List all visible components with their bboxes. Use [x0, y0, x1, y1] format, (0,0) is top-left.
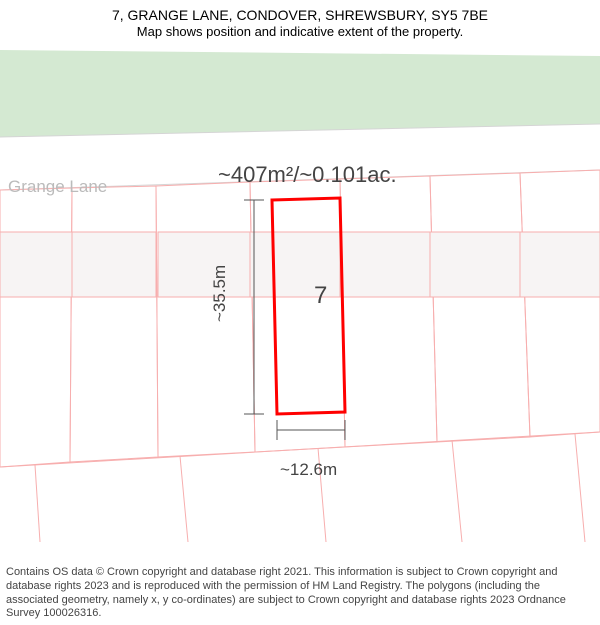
- address-title: 7, GRANGE LANE, CONDOVER, SHREWSBURY, SY…: [0, 6, 600, 24]
- area-measurement: ~407m²/~0.101ac.: [218, 162, 397, 188]
- subtitle: Map shows position and indicative extent…: [0, 24, 600, 41]
- height-dimension: ~35.5m: [210, 265, 230, 322]
- plot-number: 7: [314, 282, 327, 310]
- header: 7, GRANGE LANE, CONDOVER, SHREWSBURY, SY…: [0, 0, 600, 41]
- width-dimension: ~12.6m: [280, 460, 337, 480]
- map-area: Grange Lane ~407m²/~0.101ac. 7 ~35.5m ~1…: [0, 42, 600, 542]
- street-label: Grange Lane: [8, 177, 107, 197]
- page-container: 7, GRANGE LANE, CONDOVER, SHREWSBURY, SY…: [0, 0, 600, 625]
- copyright-footer: Contains OS data © Crown copyright and d…: [0, 566, 600, 621]
